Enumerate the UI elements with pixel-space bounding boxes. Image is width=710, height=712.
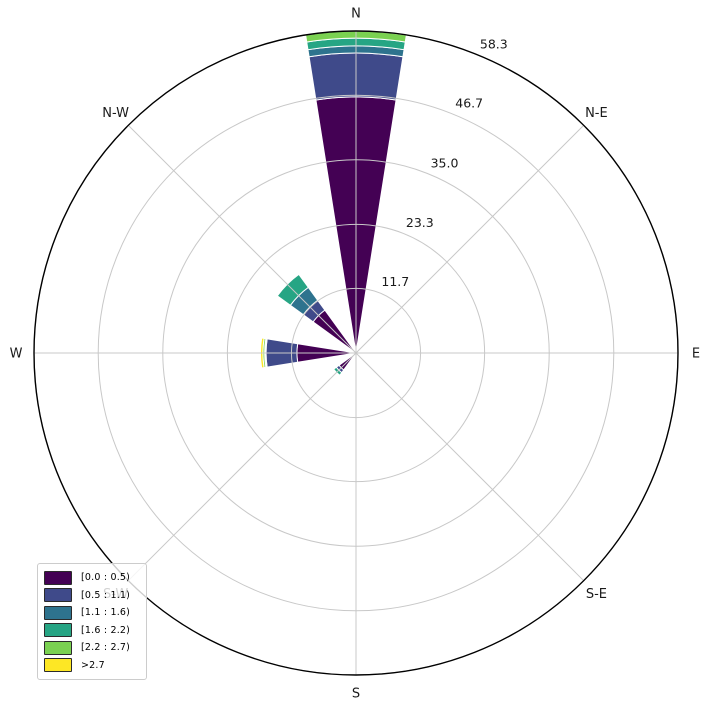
- legend-label: [2.2 : 2.7): [81, 642, 131, 654]
- legend-swatch: [44, 658, 72, 673]
- legend-swatch: [44, 605, 72, 620]
- legend-swatch: [44, 623, 72, 638]
- angular-gridline: [355, 352, 585, 582]
- legend-label: [0.0 : 0.5): [81, 572, 131, 584]
- legend-label: [1.6 : 2.2): [81, 624, 131, 636]
- angular-gridline: [355, 124, 585, 354]
- compass-label-S: S: [352, 687, 360, 702]
- legend-label: [1.1 : 1.6): [81, 607, 131, 619]
- legend-label: [0.5 : 1.1): [81, 589, 131, 601]
- legend-label: >2.7: [81, 659, 105, 671]
- compass-label-N-W: N-W: [102, 106, 129, 121]
- compass-label-W: W: [10, 347, 23, 362]
- legend-item: [1.1 : 1.6): [44, 604, 140, 622]
- angular-gridline: [127, 352, 357, 582]
- legend-item: [0.0 : 0.5): [44, 569, 140, 587]
- polar-outline: [33, 30, 679, 676]
- legend-item: [0.5 : 1.1): [44, 587, 140, 605]
- legend-swatch: [44, 640, 72, 655]
- legend-item: [1.6 : 2.2): [44, 622, 140, 640]
- legend: [0.0 : 0.5) [0.5 : 1.1) [1.1 : 1.6) [1.6…: [37, 563, 147, 680]
- compass-label-S-E: S-E: [586, 587, 607, 602]
- angular-gridline: [127, 124, 357, 354]
- legend-swatch: [44, 588, 72, 603]
- legend-item: [2.2 : 2.7): [44, 639, 140, 657]
- radial-tick-label: 11.7: [381, 274, 409, 289]
- radial-tick-label: 46.7: [455, 96, 483, 111]
- compass-label-E: E: [692, 347, 700, 362]
- radial-tick-label: 23.3: [406, 215, 434, 230]
- legend-item: >2.7: [44, 657, 140, 675]
- legend-swatch: [44, 570, 72, 585]
- radial-tick-label: 35.0: [431, 155, 459, 170]
- compass-label-N: N: [351, 7, 361, 22]
- radial-tick-label: 58.3: [480, 37, 508, 52]
- compass-label-N-E: N-E: [585, 106, 608, 121]
